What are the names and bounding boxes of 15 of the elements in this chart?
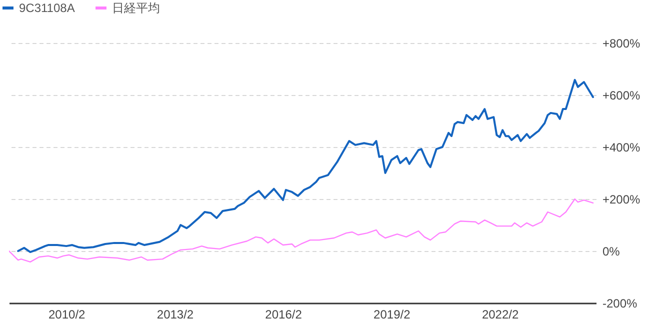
y-tick-label: +400% bbox=[602, 140, 641, 154]
y-tick-label: +600% bbox=[602, 88, 641, 102]
line-series bbox=[9, 198, 594, 263]
x-tick-label: 2019/2 bbox=[374, 308, 411, 322]
legend-label: 日経平均 bbox=[112, 1, 160, 15]
line-series bbox=[17, 78, 594, 254]
x-tick-label: 2013/2 bbox=[156, 308, 194, 322]
y-tick-label: +200% bbox=[602, 192, 641, 206]
x-tick-label: 2010/2 bbox=[48, 308, 86, 322]
x-tick-label: 2016/2 bbox=[265, 308, 302, 322]
y-tick-label: +800% bbox=[602, 36, 641, 50]
y-tick-label: 0% bbox=[602, 244, 620, 258]
y-tick-label: -200% bbox=[602, 296, 638, 310]
legend-label: 9C31108A bbox=[19, 1, 75, 15]
x-tick-label: 2022/2 bbox=[482, 308, 519, 322]
